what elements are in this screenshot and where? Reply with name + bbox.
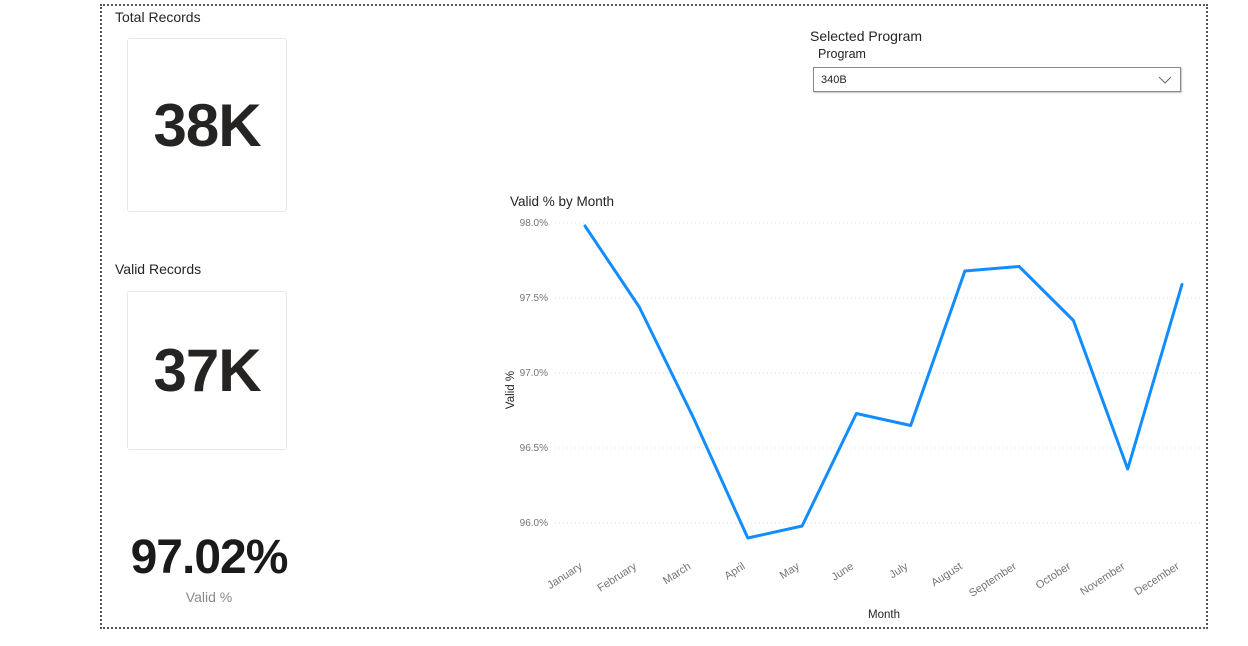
total-records-card: 38K (127, 38, 287, 212)
x-axis-tick-label: May (778, 560, 802, 582)
x-axis-title: Month (868, 609, 900, 621)
total-records-value: 38K (153, 91, 261, 159)
x-axis-tick-label: February (595, 560, 639, 594)
valid-percent-by-month-line-chart: 98.0% 97.5% 97.0% 96.5% 96.0% Valid % January F… (505, 218, 1200, 621)
valid-percent-caption: Valid % (185, 589, 233, 605)
x-axis-tick-label: June (829, 560, 856, 583)
chart-title: Valid % by Month (510, 194, 615, 209)
x-axis-tick-label: November (1078, 560, 1127, 598)
valid-records-card: 37K (127, 291, 287, 450)
y-axis-tick-label: 98.0% (520, 218, 548, 229)
valid-records-title: Valid Records (115, 261, 202, 277)
chevron-down-icon[interactable] (1158, 76, 1172, 84)
valid-percent-value: 97.02% (130, 531, 289, 584)
slicer-field-label: Program (818, 47, 866, 61)
x-axis-tick-label: January (545, 560, 585, 592)
y-axis-title: Valid % (505, 371, 517, 409)
x-axis-tick-label: October (1034, 560, 1074, 592)
program-dropdown-value: 340B (821, 73, 847, 86)
valid-percent-kpi: 97.02% Valid % (126, 530, 292, 605)
x-axis-tick-label: April (722, 560, 747, 582)
valid-percent-series-line[interactable] (583, 224, 1184, 540)
valid-records-value: 37K (153, 337, 261, 404)
x-axis-tick-label: December (1133, 560, 1182, 598)
total-records-title: Total Records (115, 9, 201, 25)
y-axis-tick-label: 96.5% (520, 443, 548, 454)
slicer-title: Selected Program (810, 28, 923, 44)
program-dropdown[interactable]: 340B (813, 67, 1181, 92)
x-axis-tick-label: March (661, 560, 693, 587)
y-axis-tick-label: 96.0% (520, 518, 548, 529)
dashboard: Total Records 38K Valid Records 37K 97.0… (100, 4, 1208, 629)
x-axis-tick-label: August (929, 560, 964, 589)
y-axis-tick-label: 97.5% (520, 293, 548, 304)
y-axis-tick-label: 97.0% (520, 368, 548, 379)
x-axis-tick-label: July (887, 560, 910, 581)
x-axis-tick-label: September (967, 560, 1019, 600)
